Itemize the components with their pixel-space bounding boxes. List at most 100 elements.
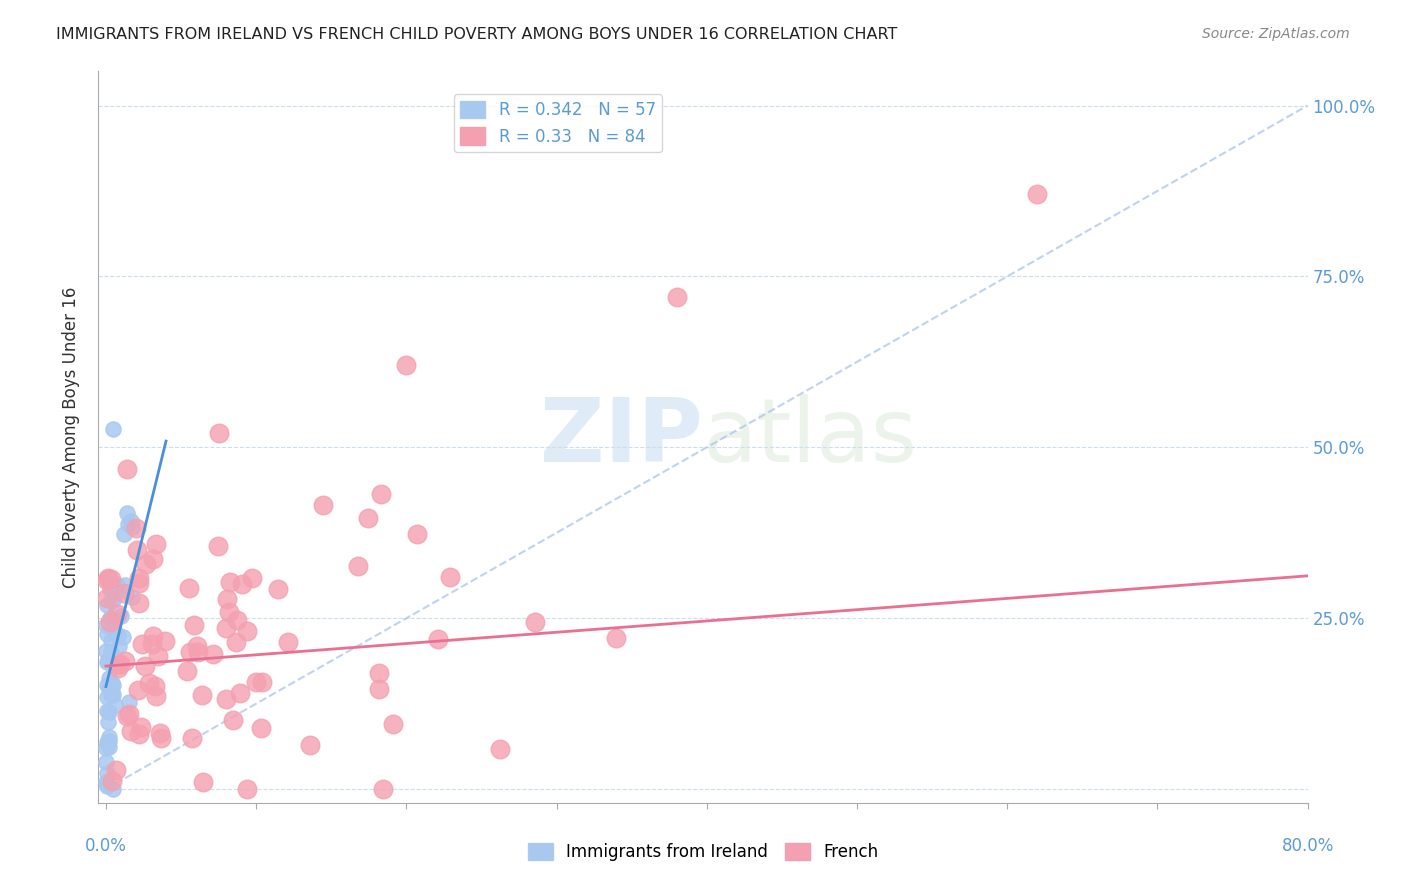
Point bbox=[125, 520, 148, 534]
Legend: Immigrants from Ireland, French: Immigrants from Ireland, French bbox=[522, 836, 884, 868]
Point bbox=[97, 705, 120, 719]
Point bbox=[489, 742, 512, 756]
Point bbox=[97, 574, 120, 589]
Point bbox=[120, 723, 142, 738]
Point bbox=[215, 591, 238, 606]
Point bbox=[236, 624, 259, 638]
Point bbox=[193, 775, 215, 789]
Point bbox=[225, 635, 247, 649]
Point bbox=[231, 577, 253, 591]
Point bbox=[523, 615, 546, 629]
Point bbox=[150, 731, 173, 745]
Point bbox=[215, 621, 238, 635]
Point bbox=[107, 627, 129, 641]
Point bbox=[190, 689, 212, 703]
Point bbox=[96, 591, 118, 605]
Point bbox=[107, 578, 129, 592]
Point bbox=[117, 696, 139, 710]
Point bbox=[145, 537, 167, 551]
Text: 0.0%: 0.0% bbox=[84, 837, 127, 855]
Point bbox=[110, 608, 132, 623]
Point bbox=[105, 763, 128, 777]
Point bbox=[120, 515, 142, 529]
Point bbox=[405, 526, 427, 541]
Point bbox=[311, 498, 333, 512]
Point bbox=[105, 607, 128, 621]
Point bbox=[277, 635, 299, 649]
Point bbox=[101, 676, 124, 690]
Point bbox=[104, 581, 127, 595]
Point bbox=[128, 576, 150, 591]
Point bbox=[97, 570, 120, 584]
Point bbox=[299, 739, 322, 753]
Point bbox=[135, 557, 157, 571]
Point bbox=[96, 573, 118, 587]
Point bbox=[107, 661, 129, 675]
Point bbox=[100, 594, 122, 608]
Point bbox=[426, 632, 449, 647]
Point bbox=[267, 582, 290, 597]
Point bbox=[97, 572, 120, 586]
Point bbox=[179, 645, 201, 659]
Point bbox=[145, 690, 167, 704]
Point bbox=[125, 543, 148, 558]
Point bbox=[605, 631, 627, 645]
Point bbox=[208, 426, 231, 441]
Point bbox=[368, 666, 391, 681]
Point bbox=[382, 716, 405, 731]
Text: Source: ZipAtlas.com: Source: ZipAtlas.com bbox=[1202, 27, 1350, 41]
Point bbox=[97, 653, 120, 667]
Point bbox=[142, 551, 165, 566]
Point bbox=[121, 520, 143, 534]
Point bbox=[108, 639, 131, 653]
Point bbox=[149, 726, 172, 740]
Point bbox=[107, 657, 129, 671]
Point bbox=[129, 720, 152, 734]
Point bbox=[134, 659, 156, 673]
Point bbox=[96, 690, 118, 705]
Point bbox=[218, 605, 240, 619]
Point bbox=[128, 596, 150, 610]
Point bbox=[202, 647, 225, 661]
Point bbox=[219, 575, 242, 590]
Point bbox=[142, 630, 165, 644]
Point bbox=[98, 611, 121, 625]
Point bbox=[97, 739, 120, 754]
Point bbox=[176, 665, 198, 679]
Point bbox=[128, 571, 150, 585]
Point bbox=[245, 675, 267, 690]
Point bbox=[94, 617, 117, 632]
Point bbox=[101, 782, 124, 797]
Point bbox=[100, 685, 122, 699]
Point bbox=[368, 682, 391, 697]
Point bbox=[105, 659, 128, 673]
Point bbox=[222, 713, 245, 727]
Point bbox=[96, 766, 118, 780]
Point bbox=[96, 755, 118, 769]
Point bbox=[114, 578, 136, 592]
Point bbox=[183, 617, 205, 632]
Point bbox=[370, 487, 392, 501]
Y-axis label: Child Poverty Among Boys Under 16: Child Poverty Among Boys Under 16 bbox=[62, 286, 80, 588]
Point bbox=[186, 639, 208, 653]
Point bbox=[101, 611, 124, 625]
Point bbox=[103, 698, 125, 713]
Point bbox=[121, 590, 143, 604]
Point bbox=[347, 559, 370, 574]
Point bbox=[357, 511, 380, 525]
Point bbox=[115, 461, 138, 475]
Point bbox=[250, 721, 273, 735]
Point bbox=[118, 706, 141, 721]
Point bbox=[100, 572, 122, 586]
Point bbox=[104, 586, 127, 600]
Point bbox=[96, 655, 118, 669]
Point bbox=[96, 734, 118, 748]
Point bbox=[114, 654, 136, 668]
Point bbox=[395, 359, 418, 373]
Point bbox=[115, 507, 138, 521]
Point bbox=[229, 686, 252, 700]
Point bbox=[153, 633, 176, 648]
Point bbox=[117, 517, 139, 532]
Point bbox=[96, 678, 118, 692]
Point bbox=[98, 734, 121, 748]
